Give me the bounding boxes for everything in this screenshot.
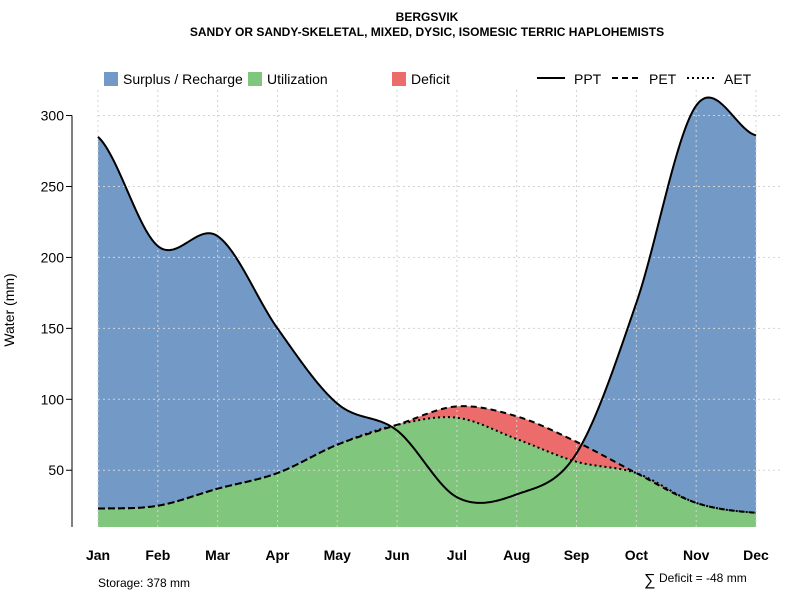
legend-swatch-deficit <box>392 72 406 86</box>
x-tick-label-may: May <box>324 547 351 563</box>
x-tick-label-jul: Jul <box>447 547 467 563</box>
line-layer <box>97 96 757 514</box>
ppt-line <box>97 96 757 504</box>
x-tick-label-oct: Oct <box>625 547 649 563</box>
x-tick-label-mar: Mar <box>205 547 230 563</box>
chart-title: BERGSVIK <box>396 10 459 24</box>
legend-label-aet: AET <box>724 71 752 87</box>
utilization-area <box>98 417 756 527</box>
deficit-label: Deficit = -48 mm <box>659 571 747 585</box>
deficit-symbol: ∑ <box>644 572 655 589</box>
legend-swatch-utilization <box>248 72 262 86</box>
x-tick-label-apr: Apr <box>265 547 290 563</box>
legend-label-surplus: Surplus / Recharge <box>123 71 243 87</box>
legend-label-utilization: Utilization <box>267 71 328 87</box>
x-tick-label-dec: Dec <box>743 547 769 563</box>
x-tick-label-nov: Nov <box>683 547 710 563</box>
x-tick-label-feb: Feb <box>145 547 170 563</box>
chart-subtitle: SANDY OR SANDY-SKELETAL, MIXED, DYSIC, I… <box>190 25 664 39</box>
y-tick-label: 150 <box>41 320 65 336</box>
x-tick-label-jan: Jan <box>86 547 110 563</box>
y-axis-label: Water (mm) <box>1 273 17 346</box>
legend: Surplus / Recharge Utilization Deficit P… <box>104 71 752 87</box>
x-tick-label-aug: Aug <box>503 547 530 563</box>
x-tick-label-sep: Sep <box>564 547 590 563</box>
y-tick-label: 50 <box>48 462 64 478</box>
surplus-area <box>98 97 756 527</box>
area-layer <box>98 97 756 527</box>
legend-label-ppt: PPT <box>574 71 602 87</box>
y-tick-label: 100 <box>41 391 65 407</box>
y-tick-label: 300 <box>41 108 65 124</box>
axes-layer: 50 100 150 200 250 300 Jan Feb Mar Apr May Jun Jul Au… <box>41 108 769 563</box>
legend-swatch-surplus <box>104 72 118 86</box>
y-tick-label: 200 <box>41 249 65 265</box>
y-tick-label: 250 <box>41 178 65 194</box>
grid-layer <box>97 90 780 527</box>
pet-line <box>97 405 757 514</box>
legend-label-deficit: Deficit <box>411 71 450 87</box>
legend-label-pet: PET <box>649 71 677 87</box>
x-tick-label-jun: Jun <box>385 547 410 563</box>
storage-label: Storage: 378 mm <box>98 576 190 590</box>
